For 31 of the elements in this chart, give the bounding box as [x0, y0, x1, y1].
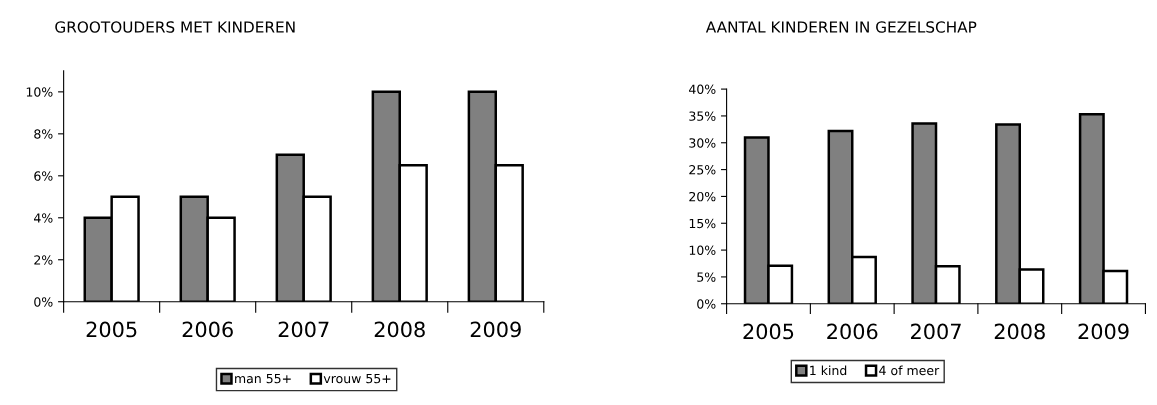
x-tick-label: 2007 — [911, 323, 961, 340]
x-tick-label: 2006 — [182, 321, 233, 338]
y-tick-label: 2% — [34, 255, 53, 265]
y-tick-label: 4% — [34, 213, 53, 223]
x-tick-label: 2009 — [1078, 323, 1129, 340]
x-tick-label: 2005 — [86, 321, 137, 338]
y-tick-label: 25% — [689, 165, 716, 175]
legend-label: man 55+ — [235, 373, 291, 384]
legend-label: 4 of meer — [879, 365, 940, 376]
legend-label: vrouw 55+ — [323, 373, 391, 384]
y-tick-label: 5% — [697, 272, 716, 282]
x-tick-label: 2006 — [827, 323, 878, 340]
y-tick-label: 10% — [689, 245, 716, 256]
y-tick-label: 6% — [34, 171, 53, 181]
y-tick-label: 10% — [26, 87, 53, 97]
y-tick-label: 35% — [689, 111, 716, 121]
y-tick-label: 8% — [34, 129, 53, 139]
chart-title: AANTAL KINDEREN IN GEZELSCHAP — [705, 21, 977, 33]
y-tick-label: 20% — [689, 191, 716, 202]
y-tick-label: 15% — [689, 218, 716, 229]
y-tick-label: 40% — [689, 84, 716, 95]
y-tick-label: 0% — [34, 297, 53, 307]
x-tick-label: 2009 — [470, 321, 521, 338]
y-tick-label: 30% — [689, 138, 716, 148]
y-tick-label: 0% — [697, 299, 716, 309]
chart-title: GROOTOUDERS MET KINDEREN — [55, 21, 295, 33]
legend-label: 1 kind — [810, 365, 847, 376]
x-tick-label: 2005 — [743, 323, 794, 340]
x-tick-label: 2008 — [994, 323, 1045, 340]
x-tick-label: 2007 — [278, 321, 329, 338]
x-tick-label: 2008 — [374, 321, 425, 338]
